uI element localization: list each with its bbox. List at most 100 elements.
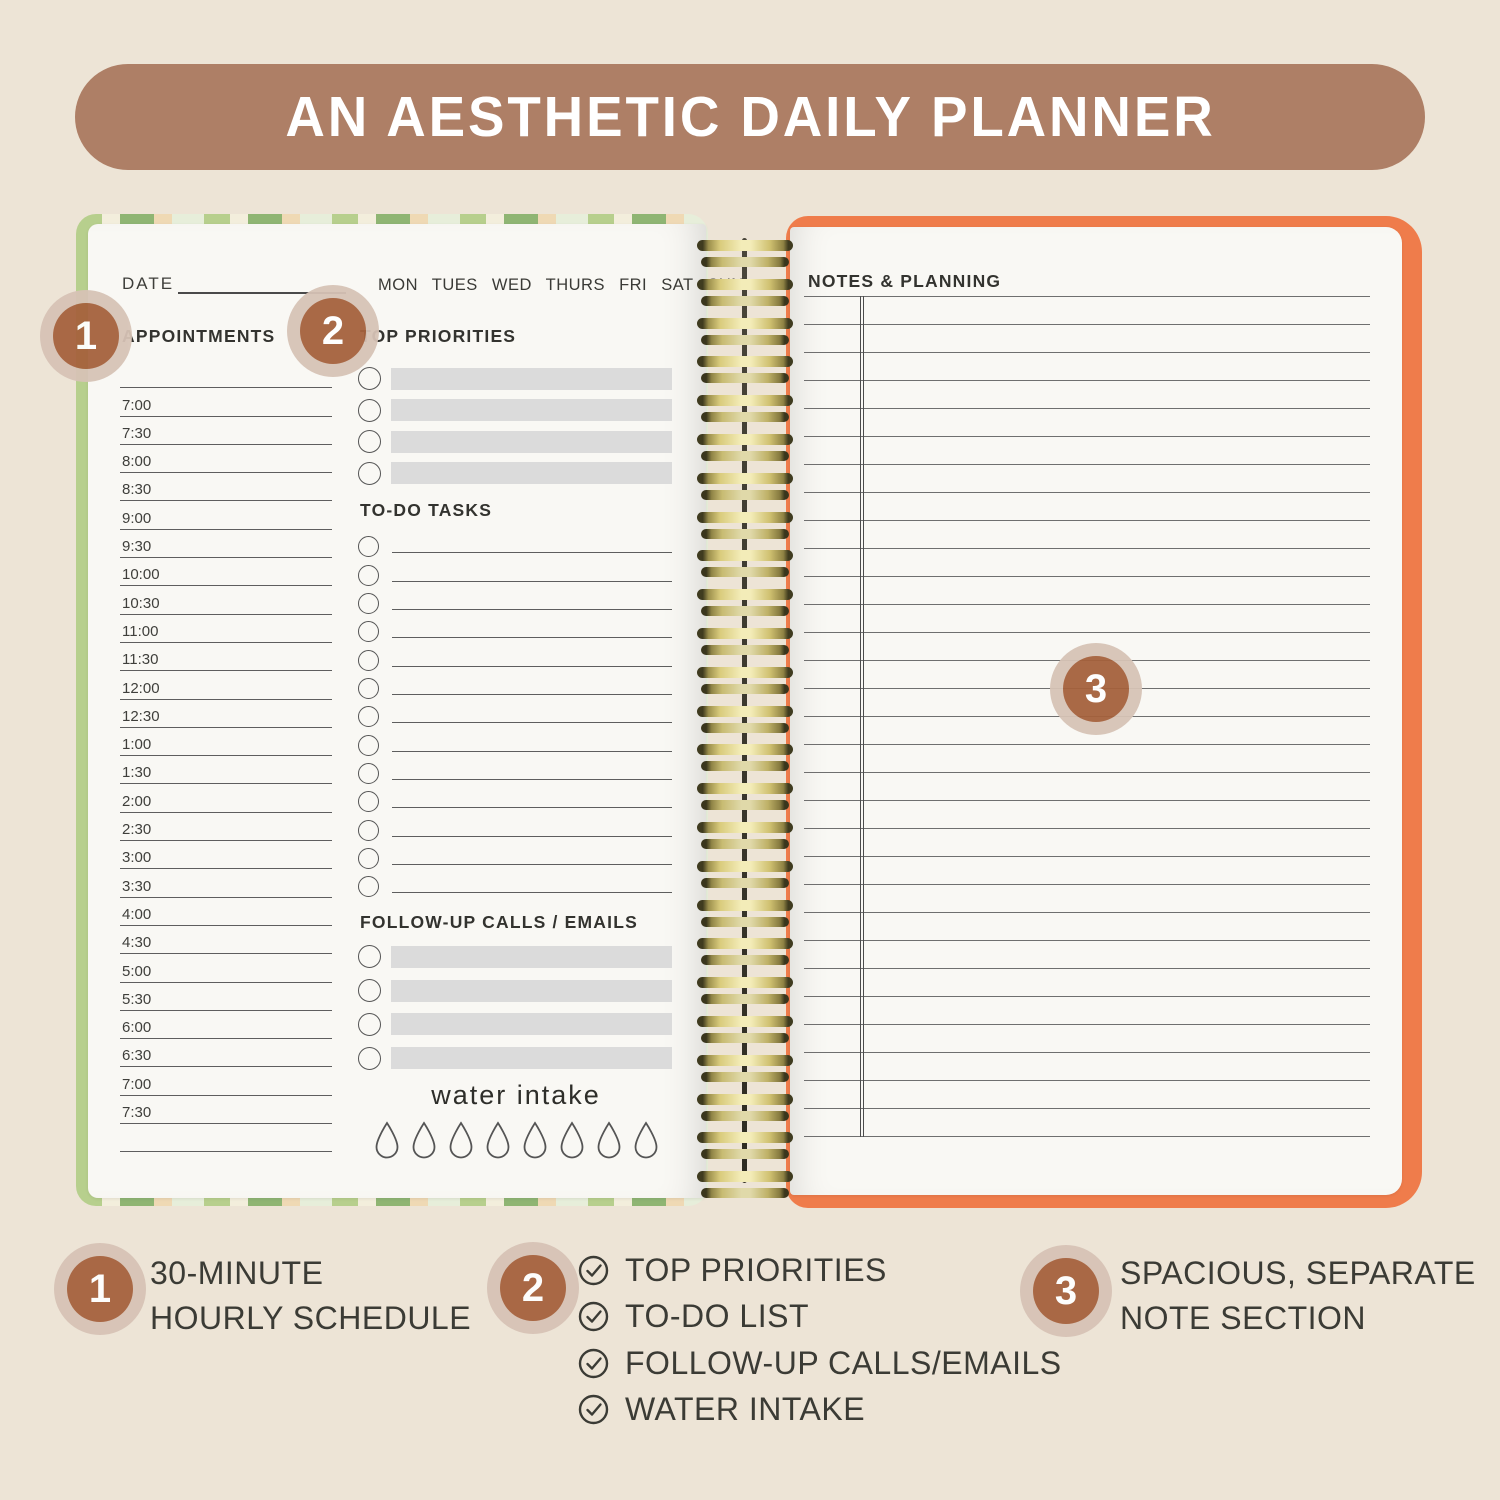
- note-line: [804, 856, 1370, 884]
- note-line: [804, 464, 1370, 492]
- appointment-time: 9:00: [122, 509, 152, 527]
- writing-line: [392, 864, 672, 866]
- appointment-row: 9:00: [120, 501, 332, 530]
- checkbox-circle-icon: [358, 564, 379, 586]
- appointments-schedule: 7:00 7:30 8:00 8:30 9:00 9:30 10:00 10:30 11:00 1…: [120, 360, 332, 1153]
- appointment-time: 1:30: [122, 764, 152, 782]
- follow-up-row: [358, 1008, 672, 1042]
- callout-2: 2: [287, 285, 379, 377]
- appointment-row: 5:30: [120, 983, 332, 1011]
- note-line: [804, 772, 1370, 800]
- legend-2-feature-label: TO-DO LIST: [625, 1298, 809, 1335]
- note-line: [804, 968, 1370, 996]
- legend-2-feature-label: FOLLOW-UP CALLS/EMAILS: [625, 1344, 1062, 1381]
- writing-bar: [391, 399, 672, 422]
- checkbox-circle-icon: [358, 734, 379, 756]
- note-line: [804, 744, 1370, 772]
- date-label: DATE: [122, 274, 175, 293]
- note-line: [804, 548, 1370, 576]
- note-line: [804, 324, 1370, 352]
- appointment-row: 7:00: [120, 1067, 332, 1096]
- callout-3: 3: [1050, 643, 1142, 735]
- writing-line: [392, 609, 672, 611]
- water-drop-icon: [486, 1121, 509, 1159]
- checkbox-circle-icon: [358, 536, 379, 558]
- spiral-coil: [697, 550, 793, 577]
- appointment-time: 11:30: [122, 651, 159, 669]
- writing-line: [392, 694, 672, 696]
- legend-3-number: 3: [1033, 1258, 1099, 1324]
- priority-row: [358, 458, 672, 490]
- appointment-time: 2:30: [122, 821, 152, 839]
- writing-line: [392, 580, 672, 582]
- water-intake-label: water intake: [431, 1080, 601, 1110]
- appointment-time: 7:00: [122, 1075, 152, 1093]
- appointment-row: [120, 360, 332, 389]
- appointment-row: 7:00: [120, 388, 332, 417]
- checkbox-circle-icon: [358, 1012, 381, 1036]
- water-drop-icon: [375, 1121, 398, 1159]
- water-drop-icon: [449, 1121, 472, 1159]
- appointment-row: 4:30: [120, 926, 332, 955]
- legend-3-text: SPACIOUS, SEPARATE NOTE SECTION: [1120, 1251, 1476, 1341]
- spiral-coil: [697, 511, 793, 539]
- top-priorities-rows: [358, 363, 672, 489]
- todo-row: [358, 615, 672, 643]
- note-line: [804, 604, 1370, 632]
- priority-row: [358, 363, 672, 395]
- legend-2-feature-label: WATER INTAKE: [625, 1391, 866, 1428]
- spiral-coil: [697, 744, 793, 771]
- checkbox-circle-icon: [358, 678, 379, 700]
- appointment-time: 6:30: [122, 1047, 152, 1065]
- note-line: [804, 800, 1370, 828]
- legend-2-feature-list: TOP PRIORITIES TO-DO LIST FOLLOW-UP CALLS/…: [577, 1247, 1062, 1433]
- checkbox-circle-icon: [358, 791, 379, 813]
- note-line: [804, 408, 1370, 436]
- appointment-time: 12:30: [122, 707, 160, 725]
- spiral-coil: [697, 938, 793, 965]
- appointment-time: 7:30: [122, 424, 152, 442]
- todo-row: [358, 672, 672, 700]
- appointment-time: 9:30: [122, 538, 152, 556]
- todo-row: [358, 728, 672, 756]
- appointment-row: 11:00: [120, 615, 332, 643]
- legend-3-line-1: SPACIOUS, SEPARATE: [1120, 1255, 1476, 1291]
- checkbox-circle-icon: [358, 945, 381, 969]
- appointment-time: 7:00: [122, 396, 152, 414]
- legend-3-line-2: NOTE SECTION: [1120, 1300, 1367, 1336]
- appointment-time: 10:30: [122, 594, 160, 612]
- note-line: [804, 436, 1370, 464]
- spiral-coil: [697, 434, 793, 461]
- callout-2-number: 2: [300, 298, 366, 364]
- callout-1-number: 1: [53, 303, 119, 369]
- appointment-row: 7:30: [120, 1096, 332, 1125]
- checkbox-circle-icon: [358, 706, 379, 728]
- note-line: [804, 912, 1370, 940]
- appointment-row: 12:00: [120, 671, 332, 700]
- top-priorities-heading: TOP PRIORITIES: [360, 326, 517, 346]
- appointment-row: 10:30: [120, 586, 332, 615]
- note-line: [804, 828, 1370, 856]
- note-line: [804, 576, 1370, 604]
- callout-1: 1: [40, 290, 132, 382]
- priority-row: [358, 395, 672, 427]
- writing-line: [392, 552, 672, 554]
- legend-2-feature-row: FOLLOW-UP CALLS/EMAILS: [577, 1340, 1062, 1387]
- planner-left-page: DATE MON TUES WED THURS FRI SAT SUN APPO…: [88, 224, 743, 1198]
- appointment-row: 3:30: [120, 869, 332, 898]
- water-drop-tracker: [360, 1120, 672, 1160]
- todo-row: [358, 530, 672, 558]
- todo-heading: TO-DO TASKS: [360, 500, 493, 520]
- callout-3-number: 3: [1063, 656, 1129, 722]
- todo-row: [358, 842, 672, 870]
- note-line: [804, 492, 1370, 520]
- legend-2-badge: 2: [487, 1242, 579, 1334]
- spiral-coil: [697, 1016, 793, 1043]
- legend-1-line-1: 30-MINUTE: [150, 1255, 324, 1291]
- appointment-row: 8:00: [120, 445, 332, 474]
- todo-row: [358, 558, 672, 586]
- spiral-coil: [697, 589, 793, 616]
- legend-1-line-2: HOURLY SCHEDULE: [150, 1300, 472, 1336]
- legend-1-number: 1: [67, 1256, 133, 1322]
- spiral-coil: [697, 1054, 793, 1082]
